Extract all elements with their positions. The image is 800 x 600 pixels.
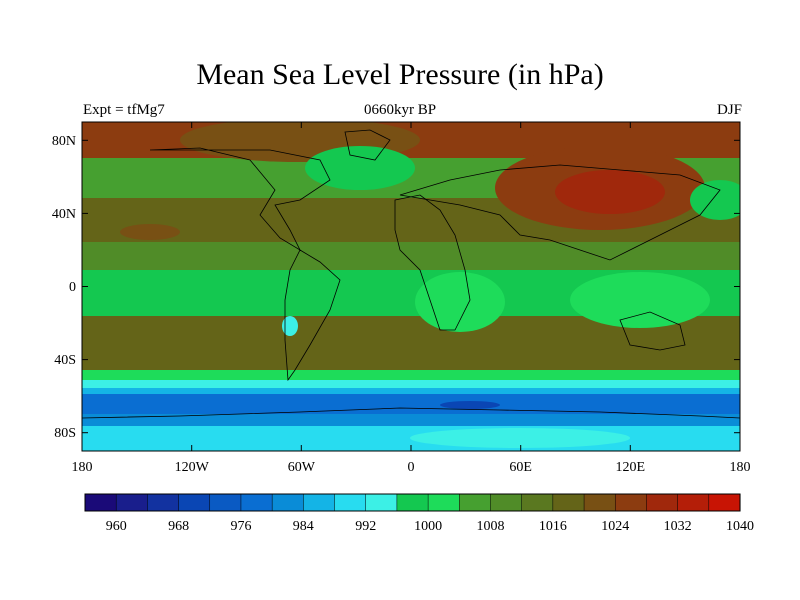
coastlines (82, 129, 740, 419)
colorbar-cell (178, 493, 211, 512)
colorbar-cell (240, 493, 273, 512)
colorbar-cell (708, 493, 741, 512)
colorbar-label: 968 (168, 519, 189, 534)
colorbar-label: 1008 (477, 519, 505, 534)
pacific-high (120, 224, 180, 240)
colorbar-label: 1000 (414, 519, 442, 534)
colorbar-label: 1024 (601, 519, 629, 534)
lon-tick-label: 120E (616, 460, 646, 475)
time-label: 0660kyr BP (363, 102, 437, 118)
lon-tick-label: 60E (509, 460, 532, 475)
colorbar-label: 984 (293, 519, 314, 534)
colorbar-cell (490, 493, 523, 512)
lat-tick-label: 40N (52, 207, 76, 222)
siberian-high-core (555, 170, 665, 214)
band-circumpolar-trough (82, 394, 740, 414)
lon-tick-label: 120W (175, 460, 210, 475)
colorbar-frame (84, 493, 741, 512)
colorbar-label: 1032 (664, 519, 692, 534)
band-circumpolar-1 (82, 380, 740, 388)
colorbar-cell (646, 493, 679, 512)
lon-tick-marks (81, 122, 741, 451)
colorbar-cell (396, 493, 429, 512)
lon-tick-label: 60W (288, 460, 316, 475)
lat-tick-label: 80N (52, 134, 76, 149)
africa-low (415, 272, 505, 332)
circumpolar-deep-low (440, 401, 500, 409)
lon-tick-label: 180 (730, 460, 751, 475)
colorbar-cell (303, 493, 336, 512)
lat-tick-marks (82, 139, 740, 434)
colorbar-label: 1040 (726, 519, 754, 534)
maritime-low (570, 272, 710, 328)
colorbar-label: 976 (231, 519, 252, 534)
colorbar-cell (84, 493, 117, 512)
colorbar-cell (271, 493, 304, 512)
map-field (82, 122, 740, 451)
band-antarctic-coast (82, 414, 740, 426)
experiment-label: Expt = tfMg7 (83, 102, 165, 118)
band-nh-tropics (82, 242, 740, 270)
colorbar-cell (583, 493, 616, 512)
colorbar-cell (365, 493, 398, 512)
colorbar-cell (427, 493, 460, 512)
colorbar-cell (552, 493, 585, 512)
band-sh-midlat (82, 370, 740, 380)
colorbar-cell (521, 493, 554, 512)
lon-tick-label: 180 (72, 460, 93, 475)
antarctic-high (410, 428, 630, 448)
colorbar-label: 992 (355, 519, 376, 534)
aleutian-low (690, 180, 740, 220)
colorbar-cell (459, 493, 492, 512)
lat-tick-label: 0 (69, 280, 76, 295)
colorbar (84, 493, 741, 512)
south-america-low (282, 316, 298, 336)
icelandic-low (305, 146, 415, 190)
colorbar-cell (334, 493, 367, 512)
lat-tick-label: 40S (54, 353, 76, 368)
colorbar-label: 1016 (539, 519, 567, 534)
lat-tick-label: 80S (54, 426, 76, 441)
colorbar-label: 960 (106, 519, 127, 534)
band-circumpolar-2 (82, 388, 740, 394)
colorbar-cell (677, 493, 710, 512)
map-title: Mean Sea Level Pressure (in hPa) (196, 58, 604, 91)
colorbar-cell (115, 493, 148, 512)
colorbar-cell (209, 493, 242, 512)
lon-tick-label: 0 (408, 460, 415, 475)
colorbar-cell (614, 493, 647, 512)
season-label: DJF (716, 102, 742, 118)
colorbar-cell (147, 493, 180, 512)
